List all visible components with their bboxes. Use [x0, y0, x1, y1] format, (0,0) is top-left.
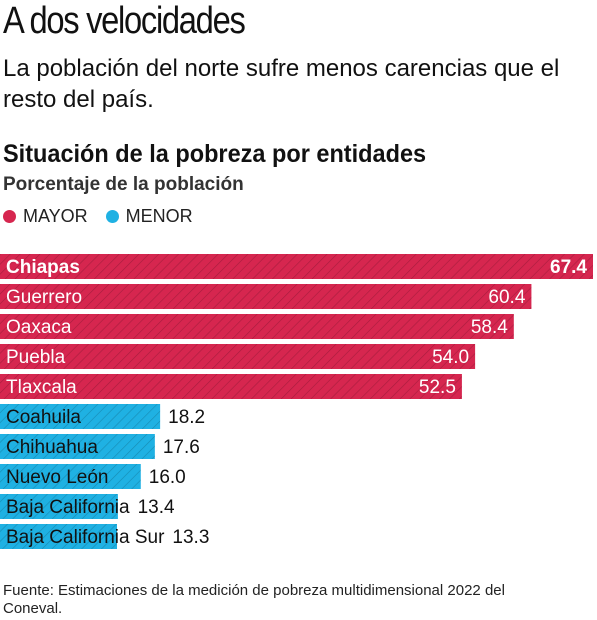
value-label-1: 67.4: [550, 257, 587, 278]
legend-label-menor: MENOR: [125, 206, 193, 226]
category-label-10: Baja California Sur: [6, 527, 165, 548]
chart-subtitle: Porcentaje de la población: [3, 174, 244, 195]
legend-item-menor: MENOR: [105, 206, 193, 227]
legend-dot-menor-icon: [105, 210, 119, 223]
chart-title: Situación de la pobreza por entidades: [3, 140, 427, 168]
legend-dot-mayor-icon: [3, 210, 16, 223]
bar-hatch-6: [0, 404, 161, 429]
category-label-3: Oaxaca: [6, 317, 72, 338]
legend-label-mayor: MAYOR: [23, 206, 88, 226]
value-label-9: 13.4: [138, 497, 175, 518]
bar-hatch-3: [0, 314, 514, 339]
bar-hatch-7: [0, 434, 155, 459]
category-label-9: Baja California: [6, 497, 130, 518]
value-label-4: 54.0: [432, 347, 469, 368]
bar-hatch-10: [0, 524, 118, 549]
legend: MAYOR MENOR: [3, 206, 211, 227]
headline: A dos velocidades: [3, 0, 246, 42]
category-label-6: Coahuila: [6, 407, 81, 428]
bar-hatch-8: [0, 464, 141, 489]
value-label-5: 52.5: [419, 377, 456, 398]
bar-hatch-1: [0, 254, 593, 279]
category-label-7: Chihuahua: [6, 437, 98, 458]
value-label-3: 58.4: [471, 317, 508, 338]
bar-chart: Chiapas 67.4 Guerrero 60.4 Oaxaca 58.4 Puebla 5…: [0, 254, 593, 549]
category-label-8: Nuevo León: [6, 467, 108, 488]
bar-hatch-4: [0, 344, 476, 369]
source-note: Fuente: Estimaciones de la medición de p…: [3, 582, 505, 617]
value-label-8: 16.0: [149, 467, 186, 488]
value-label-6: 18.2: [168, 407, 205, 428]
bars-group: Chiapas 67.4 Guerrero 60.4 Oaxaca 58.4 Puebla 5…: [0, 254, 593, 549]
category-label-4: Puebla: [6, 347, 66, 368]
bar-hatch-2: [0, 284, 532, 309]
category-label-1: Chiapas: [6, 257, 80, 278]
bar-hatch-5: [0, 374, 462, 399]
subheadline: La población del norte sufre menos caren…: [3, 55, 560, 113]
bar-hatch-9: [0, 494, 118, 519]
legend-item-mayor: MAYOR: [3, 206, 88, 227]
value-label-7: 17.6: [163, 437, 200, 458]
category-label-2: Guerrero: [6, 287, 82, 308]
category-label-5: Tlaxcala: [6, 377, 77, 398]
value-label-10: 13.3: [172, 527, 209, 548]
value-label-2: 60.4: [488, 287, 525, 308]
